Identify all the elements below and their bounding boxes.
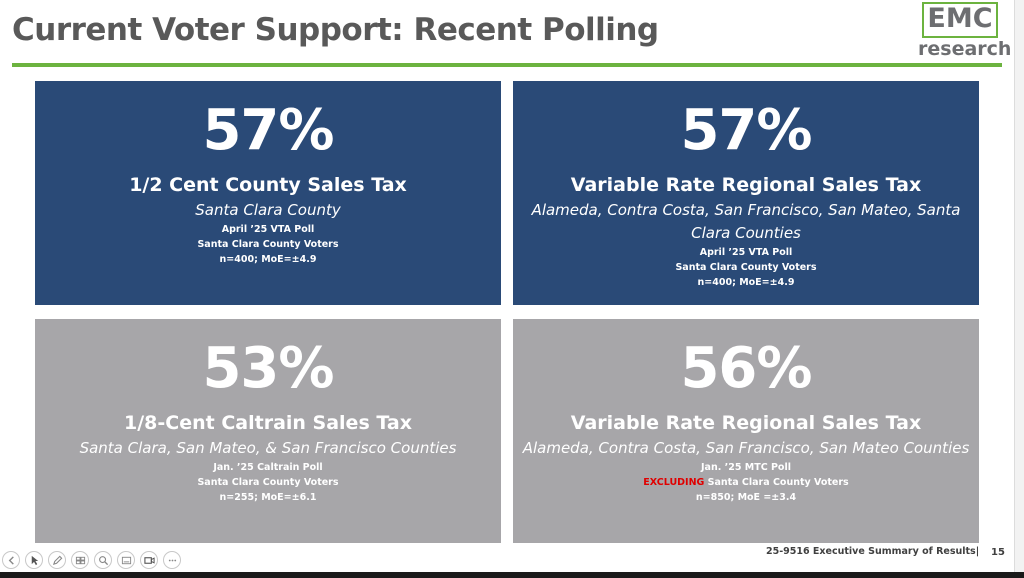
page-number: 15 [991,547,1005,558]
see-all-slides-button[interactable] [71,551,89,569]
support-percent: 53% [202,336,334,401]
camera-button[interactable] [140,551,158,569]
support-percent: 57% [202,98,334,163]
poll-panel-regional-mtc: 56% Variable Rate Regional Sales Tax Ala… [513,319,979,543]
voter-population: Santa Clara County Voters [197,239,339,250]
zoom-icon [98,555,108,565]
slideshow-toolbar [2,549,181,571]
window-bottom-bar [0,572,1024,578]
subtitles-icon [121,556,131,564]
measure-name: Variable Rate Regional Sales Tax [570,174,922,196]
title-underline [12,63,1002,67]
zoom-button[interactable] [94,551,112,569]
sample-margin: n=255; MoE=±6.1 [219,492,317,503]
poll-name: April ’25 VTA Poll [221,224,315,235]
logo-emc-text: EMC [927,3,993,34]
more-options-button[interactable] [163,551,181,569]
excluding-label: EXCLUDING [643,477,705,488]
poll-name: Jan. ’25 MTC Poll [701,462,791,473]
subtitles-button[interactable] [117,551,135,569]
emc-research-logo: EMC research [918,2,1012,62]
poll-panel-regional-vta: 57% Variable Rate Regional Sales Tax Ala… [513,81,979,305]
slides-icon [75,556,85,564]
measure-region: Santa Clara County [195,201,341,219]
voter-population: Santa Clara County Voters [675,262,817,273]
voter-population: Santa Clara County Voters [197,477,339,488]
slide-title: Current Voter Support: Recent Polling [12,12,659,48]
sample-margin: n=400; MoE=±4.9 [697,277,795,288]
previous-icon [8,555,14,565]
footer-reference: 25-9516 Executive Summary of Results| [766,546,980,557]
poll-name: April ’25 VTA Poll [699,247,793,258]
pointer-icon [31,555,38,565]
window-right-edge [1014,0,1024,578]
poll-panel-caltrain: 53% 1/8-Cent Caltrain Sales Tax Santa Cl… [35,319,501,543]
pen-icon [52,555,62,565]
measure-region: Santa Clara, San Mateo, & San Francisco … [79,439,457,457]
poll-name: Jan. ’25 Caltrain Poll [213,462,323,473]
camera-icon [143,556,155,564]
next-slide-button[interactable] [25,551,43,569]
sample-margin: n=850; MoE =±3.4 [695,492,797,503]
more-icon [168,559,176,561]
logo-research-text: research [918,38,1012,60]
measure-name: 1/8-Cent Caltrain Sales Tax [124,412,412,434]
pen-tool-button[interactable] [48,551,66,569]
sample-margin: n=400; MoE=±4.9 [219,254,317,265]
voter-population: EXCLUDING Santa Clara County Voters [513,475,979,490]
measure-region: Alameda, Contra Costa, San Francisco, Sa… [522,439,970,457]
support-percent: 57% [680,98,812,163]
logo-border [922,2,998,38]
voter-population-text: Santa Clara County Voters [707,477,849,488]
poll-panel-county-half-cent: 57% 1/2 Cent County Sales Tax Santa Clar… [35,81,501,305]
measure-name: 1/2 Cent County Sales Tax [129,174,407,196]
measure-region: Alameda, Contra Costa, San Francisco, Sa… [531,201,961,242]
previous-slide-button[interactable] [2,551,20,569]
measure-name: Variable Rate Regional Sales Tax [570,412,922,434]
support-percent: 56% [680,336,812,401]
